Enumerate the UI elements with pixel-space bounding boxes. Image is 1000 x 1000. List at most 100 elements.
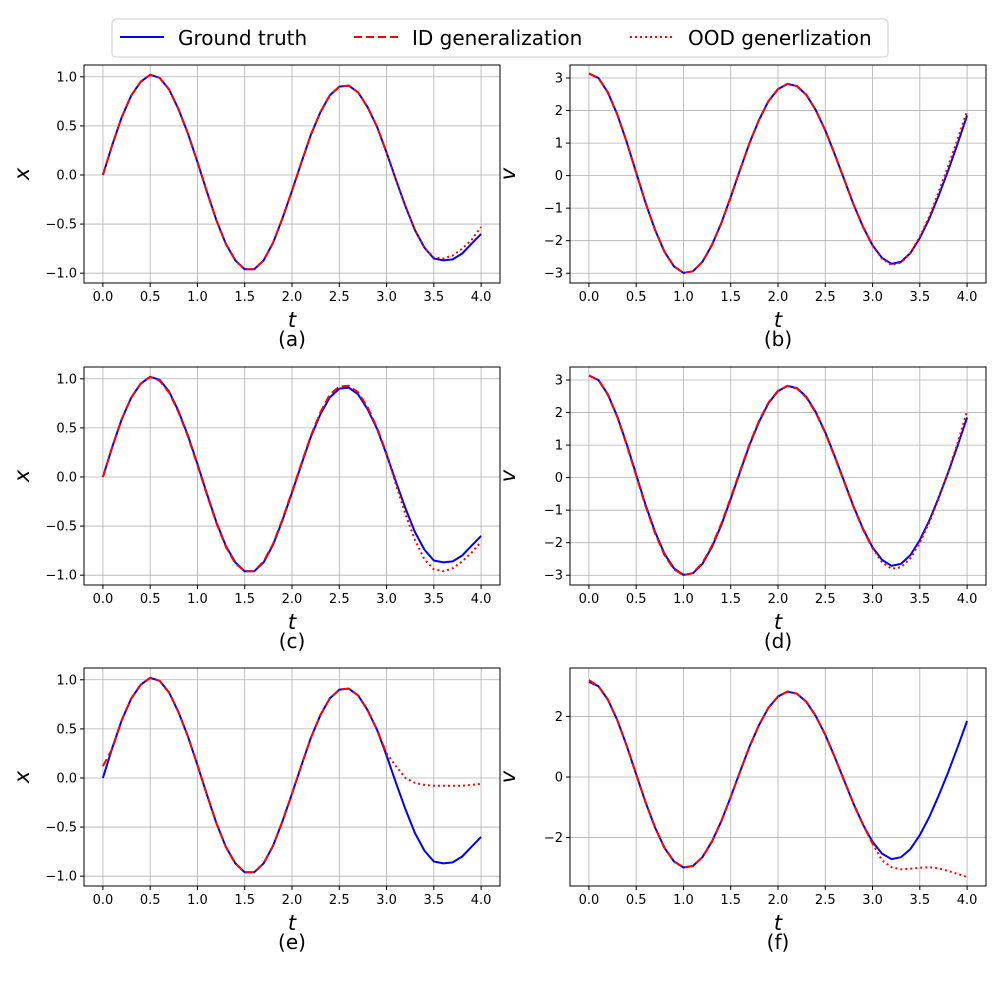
x-tick-label-e-1: 0.5: [140, 893, 161, 908]
y-tick-label-d-0: −3: [544, 569, 563, 584]
x-tick-label-a-3: 1.5: [234, 290, 255, 305]
legend-label-ood-generalization: OOD generlization: [688, 26, 872, 50]
series-ood-generlization-e: [385, 752, 482, 787]
y-tick-label-a-1: −0.5: [45, 218, 77, 233]
y-tick-label-b-2: −1: [544, 202, 563, 217]
x-axis-label-c: t: [288, 610, 297, 634]
y-tick-label-c-4: 1.0: [56, 372, 77, 387]
x-tick-label-e-3: 1.5: [234, 893, 255, 908]
x-tick-label-e-6: 3.0: [376, 893, 397, 908]
series-id-generalization-a: [101, 73, 388, 271]
y-tick-label-b-0: −3: [544, 267, 563, 282]
x-tick-label-a-2: 1.0: [187, 290, 208, 305]
x-tick-label-e-4: 2.0: [282, 893, 303, 908]
x-tick-label-e-2: 1.0: [187, 893, 208, 908]
x-tick-label-a-5: 2.5: [329, 290, 350, 305]
x-tick-label-c-6: 3.0: [376, 592, 397, 607]
x-tick-label-a-8: 4.0: [471, 290, 492, 305]
legend-label-ground-truth: Ground truth: [178, 26, 307, 50]
x-tick-label-b-3: 1.5: [720, 290, 741, 305]
x-tick-label-a-6: 3.0: [376, 290, 397, 305]
subplot-b: 0.0 0.5 1.0 1.5 2.0 2.5 3.0 3.5 4.0 −3 −2 −1 0 1 2 3 t v (…: [496, 64, 987, 351]
y-axis-label-f: v: [496, 770, 520, 783]
y-tick-label-d-4: 1: [555, 439, 563, 454]
y-tick-label-e-3: 0.5: [56, 722, 77, 737]
series-ood-generlization-d: [871, 410, 969, 570]
x-tick-label-e-8: 4.0: [471, 893, 492, 908]
series-ood-generlization-c: [385, 453, 482, 573]
subplot-f: 0.0 0.5 1.0 1.5 2.0 2.5 3.0 3.5 4.0 −2 0 2 t v (f): [496, 667, 987, 954]
x-tick-label-a-7: 3.5: [423, 290, 444, 305]
y-tick-label-f-2: 2: [555, 710, 563, 725]
x-axis-label-e: t: [288, 911, 297, 935]
series-ood-generlization-b: [871, 110, 969, 267]
series-id-generalization-e: [102, 676, 388, 874]
x-tick-label-f-5: 2.5: [815, 893, 836, 908]
y-tick-label-e-1: −0.5: [45, 821, 77, 836]
y-tick-label-b-5: 2: [555, 104, 563, 119]
y-tick-label-c-2: 0.0: [56, 470, 77, 485]
y-tick-label-d-1: −2: [544, 536, 563, 551]
y-tick-label-c-0: −1.0: [45, 569, 77, 584]
x-tick-label-c-0: 0.0: [93, 592, 114, 607]
x-axis-label-a: t: [288, 308, 297, 332]
series-id-generalization-d: [588, 374, 874, 577]
x-tick-label-e-0: 0.0: [93, 893, 114, 908]
x-tick-label-f-2: 1.0: [673, 893, 694, 908]
series-id-generalization-f: [588, 679, 874, 869]
y-tick-label-d-3: 0: [555, 471, 563, 486]
y-tick-label-c-1: −0.5: [45, 520, 77, 535]
x-tick-label-c-4: 2.0: [282, 592, 303, 607]
y-tick-label-a-3: 0.5: [56, 119, 77, 134]
x-tick-label-b-7: 3.5: [909, 290, 930, 305]
legend-frame: [111, 18, 889, 58]
x-tick-label-b-2: 1.0: [673, 290, 694, 305]
x-tick-label-a-0: 0.0: [93, 290, 114, 305]
x-tick-label-f-8: 4.0: [957, 893, 978, 908]
x-tick-label-d-3: 1.5: [720, 592, 741, 607]
y-tick-label-b-3: 0: [555, 169, 563, 184]
subplot-e: 0.0 0.5 1.0 1.5 2.0 2.5 3.0 3.5 4.0 −1.0 −0.5 0.0 0.…: [10, 667, 501, 954]
x-tick-label-a-1: 0.5: [140, 290, 161, 305]
series-ood-generlization-f: [871, 843, 968, 878]
x-tick-label-d-6: 3.0: [862, 592, 883, 607]
y-tick-label-e-2: 0.0: [56, 771, 77, 786]
x-tick-label-c-8: 4.0: [471, 592, 492, 607]
x-tick-label-a-4: 2.0: [282, 290, 303, 305]
x-axis-label-f: t: [774, 911, 783, 935]
y-tick-label-d-5: 2: [555, 406, 563, 421]
x-axis-label-d: t: [774, 610, 783, 634]
series-ood-generlization-a: [385, 152, 482, 260]
x-tick-label-c-5: 2.5: [329, 592, 350, 607]
legend: Ground truth ID generalization OOD gener…: [111, 18, 889, 58]
panel-label-b: (b): [764, 327, 792, 351]
y-tick-label-e-4: 1.0: [56, 673, 77, 688]
subplot-grid: 0.0 0.5 1.0 1.5 2.0 2.5 3.0 3.5 4.0 −1.0 −0.5 0.0 0.…: [10, 64, 987, 954]
x-tick-label-e-7: 3.5: [423, 893, 444, 908]
panel-label-f: (f): [767, 930, 790, 954]
x-tick-label-d-5: 2.5: [815, 592, 836, 607]
y-tick-label-b-1: −2: [544, 234, 563, 249]
x-tick-label-d-0: 0.0: [579, 592, 600, 607]
y-tick-label-b-6: 3: [555, 72, 563, 87]
x-tick-label-f-1: 0.5: [626, 893, 647, 908]
y-tick-label-a-2: 0.0: [56, 168, 77, 183]
x-tick-label-d-1: 0.5: [626, 592, 647, 607]
y-tick-label-e-0: −1.0: [45, 870, 77, 885]
series-id-generalization-c: [101, 375, 388, 573]
x-tick-label-b-1: 0.5: [626, 290, 647, 305]
y-tick-label-f-0: −2: [544, 831, 563, 846]
y-tick-label-a-4: 1.0: [56, 70, 77, 85]
x-tick-label-f-0: 0.0: [579, 893, 600, 908]
x-tick-label-d-2: 1.0: [673, 592, 694, 607]
y-axis-label-a: x: [10, 167, 34, 181]
legend-label-id-generalization: ID generalization: [412, 26, 582, 50]
x-axis-label-b: t: [774, 308, 783, 332]
y-axis-label-b: v: [496, 167, 520, 180]
series-id-generalization-b: [588, 72, 874, 274]
x-tick-label-c-3: 1.5: [234, 592, 255, 607]
subplot-a: 0.0 0.5 1.0 1.5 2.0 2.5 3.0 3.5 4.0 −1.0 −0.5 0.0 0.…: [10, 64, 501, 351]
panel-label-c: (c): [279, 629, 306, 653]
panel-label-d: (d): [764, 629, 792, 653]
